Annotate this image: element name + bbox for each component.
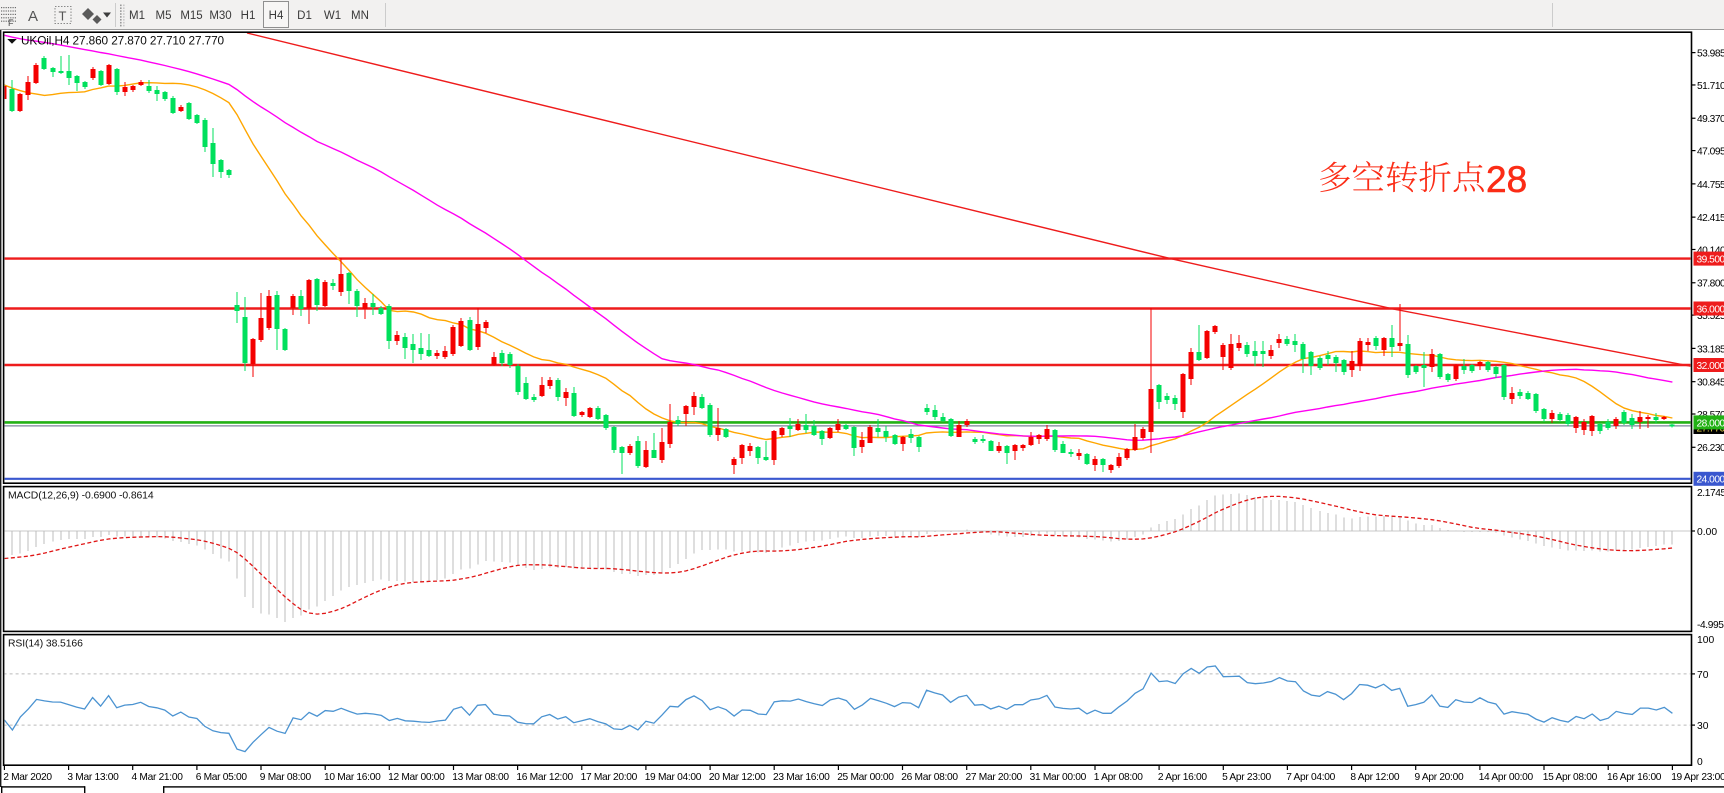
svg-text:T: T — [59, 9, 67, 24]
svg-text:D1: D1 — [297, 10, 312, 22]
svg-text:20 Mar 12:00: 20 Mar 12:00 — [709, 772, 766, 783]
svg-text:5 Apr 23:00: 5 Apr 23:00 — [1222, 772, 1271, 783]
svg-text:MN: MN — [351, 10, 369, 22]
svg-text:M1: M1 — [129, 10, 145, 22]
svg-text:32.000: 32.000 — [1697, 361, 1724, 372]
svg-text:24.000: 24.000 — [1697, 475, 1724, 486]
svg-text:UKOil,H4 27.860 27.870 27.710: UKOil,H4 27.860 27.870 27.710 27.770 — [21, 34, 225, 48]
svg-text:RSI(14) 38.5166: RSI(14) 38.5166 — [8, 639, 83, 650]
svg-text:19 Mar 04:00: 19 Mar 04:00 — [645, 772, 702, 783]
svg-text:4 Mar 21:00: 4 Mar 21:00 — [132, 772, 184, 783]
svg-text:2.1745: 2.1745 — [1697, 488, 1724, 499]
svg-text:0.00: 0.00 — [1697, 527, 1717, 538]
svg-text:M15: M15 — [180, 10, 202, 22]
svg-text:H4: H4 — [269, 10, 284, 22]
svg-text:M30: M30 — [209, 10, 231, 22]
svg-text:31 Mar 00:00: 31 Mar 00:00 — [1030, 772, 1087, 783]
svg-text:100: 100 — [1697, 635, 1714, 646]
svg-text:2 Apr 16:00: 2 Apr 16:00 — [1158, 772, 1207, 783]
svg-text:70: 70 — [1697, 670, 1709, 681]
svg-text:0: 0 — [1697, 757, 1703, 768]
svg-text:9 Mar 08:00: 9 Mar 08:00 — [260, 772, 312, 783]
svg-text:M5: M5 — [156, 10, 172, 22]
svg-text:14 Apr 00:00: 14 Apr 00:00 — [1479, 772, 1534, 783]
svg-text:26 Mar 08:00: 26 Mar 08:00 — [901, 772, 958, 783]
svg-text:12 Mar 00:00: 12 Mar 00:00 — [388, 772, 445, 783]
svg-text:-4.9955: -4.9955 — [1697, 620, 1724, 631]
svg-text:28.000: 28.000 — [1697, 418, 1724, 429]
svg-text:9 Apr 20:00: 9 Apr 20:00 — [1415, 772, 1464, 783]
svg-text:3 Mar 13:00: 3 Mar 13:00 — [67, 772, 119, 783]
svg-text:MACD(12,26,9) -0.6900 -0.8614: MACD(12,26,9) -0.6900 -0.8614 — [8, 491, 154, 502]
svg-text:7 Apr 04:00: 7 Apr 04:00 — [1286, 772, 1335, 783]
svg-text:F: F — [8, 18, 14, 28]
svg-text:40.140: 40.140 — [1697, 245, 1724, 256]
svg-text:30: 30 — [1697, 721, 1709, 732]
svg-text:51.710: 51.710 — [1697, 81, 1724, 92]
svg-text:42.415: 42.415 — [1697, 213, 1724, 224]
svg-text:49.370: 49.370 — [1697, 114, 1724, 125]
svg-text:W1: W1 — [324, 10, 341, 22]
svg-text:10 Mar 16:00: 10 Mar 16:00 — [324, 772, 381, 783]
svg-text:36.000: 36.000 — [1697, 304, 1724, 315]
svg-text:15 Apr 08:00: 15 Apr 08:00 — [1543, 772, 1598, 783]
svg-text:28: 28 — [1486, 159, 1527, 200]
svg-text:19 Apr 23:00: 19 Apr 23:00 — [1671, 772, 1724, 783]
svg-text:8 Apr 12:00: 8 Apr 12:00 — [1350, 772, 1399, 783]
svg-text:30.845: 30.845 — [1697, 378, 1724, 389]
svg-text:13 Mar 08:00: 13 Mar 08:00 — [452, 772, 509, 783]
svg-text:16 Apr 16:00: 16 Apr 16:00 — [1607, 772, 1662, 783]
svg-text:23 Mar 16:00: 23 Mar 16:00 — [773, 772, 830, 783]
svg-text:H1: H1 — [241, 10, 256, 22]
svg-text:44.755: 44.755 — [1697, 180, 1724, 191]
svg-text:39.500: 39.500 — [1697, 255, 1724, 266]
svg-text:35.525: 35.525 — [1697, 311, 1724, 322]
svg-text:53.985: 53.985 — [1697, 49, 1724, 60]
svg-text:17 Mar 20:00: 17 Mar 20:00 — [581, 772, 638, 783]
svg-text:A: A — [28, 8, 38, 25]
svg-text:37.800: 37.800 — [1697, 279, 1724, 290]
svg-text:6 Mar 05:00: 6 Mar 05:00 — [196, 772, 248, 783]
svg-text:2 Mar 2020: 2 Mar 2020 — [3, 772, 52, 783]
svg-text:26.230: 26.230 — [1697, 443, 1724, 454]
svg-text:16 Mar 12:00: 16 Mar 12:00 — [516, 772, 573, 783]
svg-text:33.185: 33.185 — [1697, 344, 1724, 355]
svg-text:27 Mar 20:00: 27 Mar 20:00 — [966, 772, 1023, 783]
svg-text:1 Apr 08:00: 1 Apr 08:00 — [1094, 772, 1143, 783]
svg-text:47.095: 47.095 — [1697, 146, 1724, 157]
svg-text:25 Mar 00:00: 25 Mar 00:00 — [837, 772, 894, 783]
